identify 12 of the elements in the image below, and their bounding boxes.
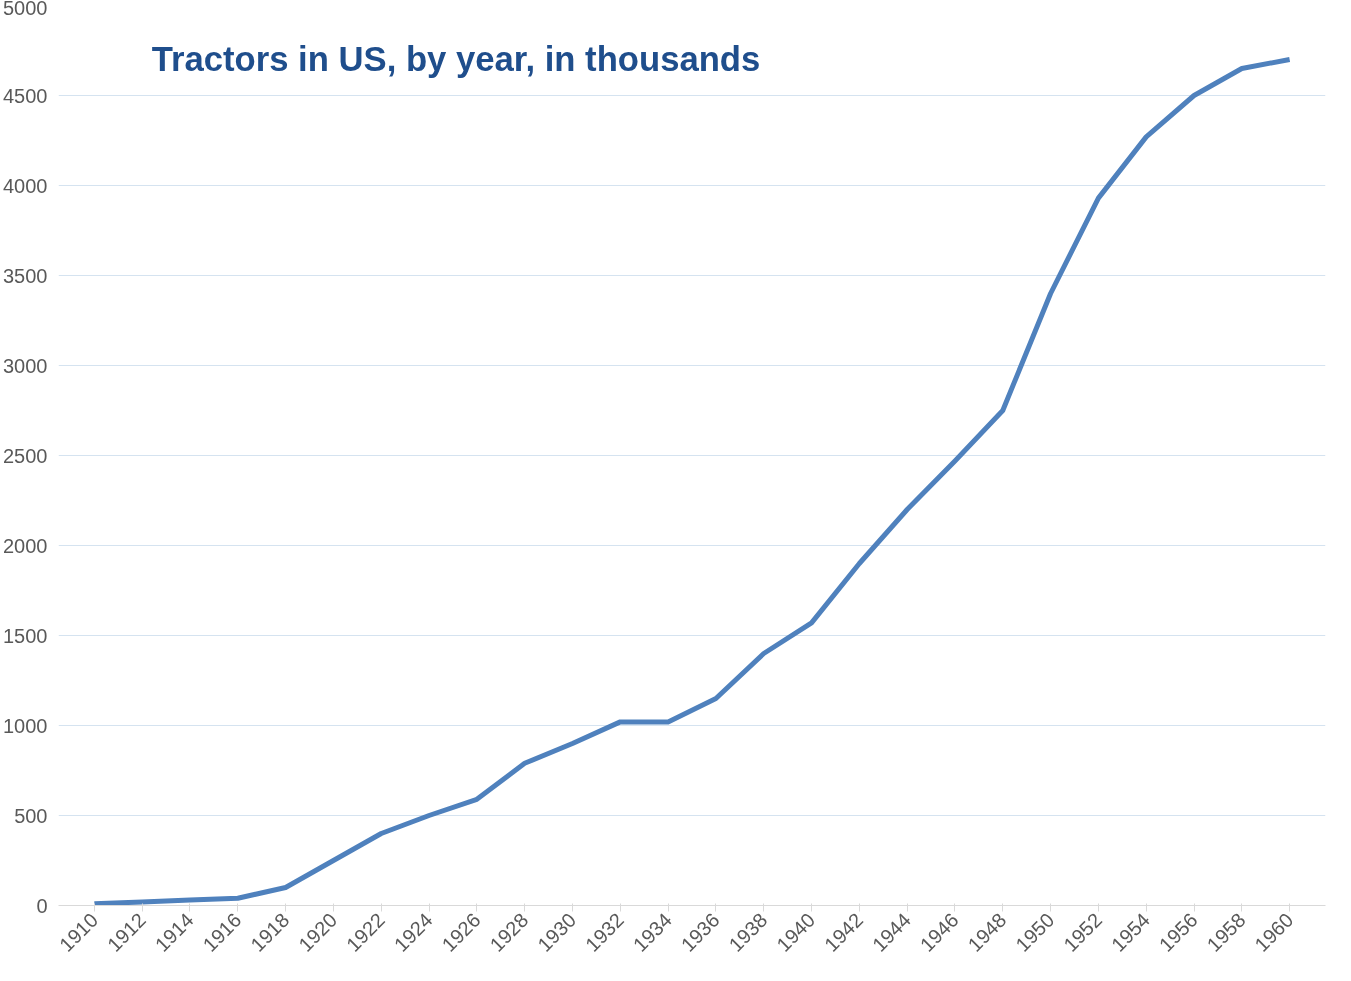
text: Tractors in US, by year, in thousands <box>151 39 761 78</box>
y-tick-label: 2500 <box>3 444 48 467</box>
y-tick-label: 4000 <box>3 174 48 197</box>
y-tick-label: 1500 <box>3 624 48 647</box>
y-tick-label: 500 <box>14 804 48 827</box>
y-tick-label: 4500 <box>3 84 48 107</box>
y-tick-label: 5000 <box>3 0 48 19</box>
y-tick-label: 0 <box>36 894 48 917</box>
y-tick-label: 3000 <box>3 354 48 377</box>
y-tick-label: 2000 <box>3 534 48 557</box>
y-tick-label: 3500 <box>3 264 48 287</box>
y-tick-label: 1000 <box>3 714 48 737</box>
